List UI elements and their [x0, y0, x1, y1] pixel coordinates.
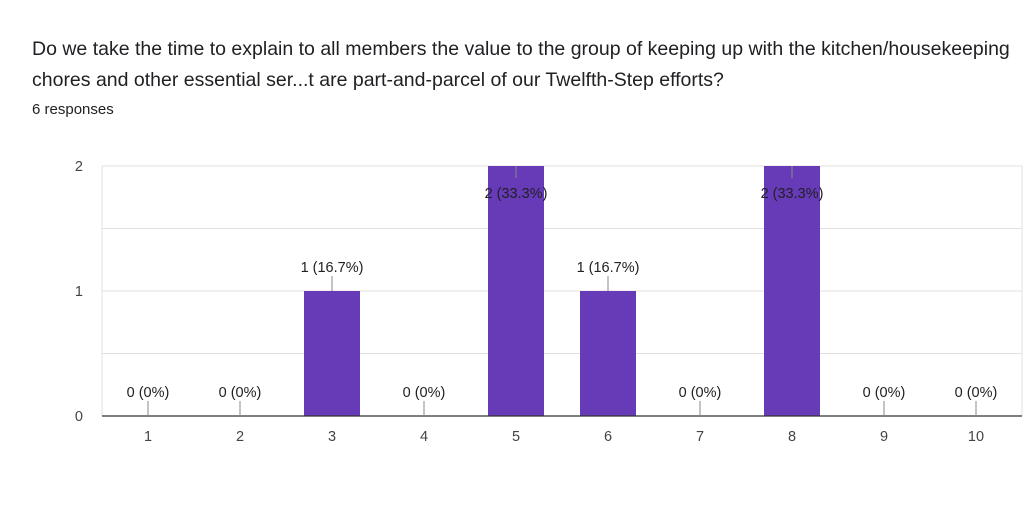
x-tick-label: 8: [788, 429, 796, 445]
x-tick-label: 1: [144, 429, 152, 445]
x-tick-label: 2: [236, 429, 244, 445]
bar: [580, 291, 636, 416]
data-label: 2 (33.3%): [485, 186, 548, 202]
x-tick-label: 4: [420, 429, 428, 445]
bars: [304, 166, 820, 416]
bar: [764, 166, 820, 416]
data-label: 0 (0%): [863, 385, 906, 401]
y-tick-label: 2: [75, 159, 83, 175]
data-label: 1 (16.7%): [301, 260, 364, 276]
data-label: 0 (0%): [679, 385, 722, 401]
axes: 0 1 2 1 2 3 4 5 6 7 8 9 10: [75, 159, 1022, 445]
x-tick-label: 9: [880, 429, 888, 445]
y-tick-label: 0: [75, 409, 83, 425]
data-label: 1 (16.7%): [577, 260, 640, 276]
question-title: Do we take the time to explain to all me…: [32, 38, 1010, 91]
bar: [488, 166, 544, 416]
y-tick-label: 1: [75, 284, 83, 300]
x-tick-label: 6: [604, 429, 612, 445]
data-label: 0 (0%): [219, 385, 262, 401]
data-label: 0 (0%): [403, 385, 446, 401]
grid-lines: [101, 165, 1023, 416]
x-tick-label: 5: [512, 429, 520, 445]
x-tick-label: 7: [696, 429, 704, 445]
bar: [304, 291, 360, 416]
data-label: 2 (33.3%): [761, 186, 824, 202]
data-label: 0 (0%): [127, 385, 170, 401]
response-count: 6 responses: [32, 101, 114, 118]
data-labels: 0 (0%) 0 (0%) 1 (16.7%) 0 (0%) 2 (33.3%) 1 (1…: [127, 166, 998, 416]
x-tick-label: 3: [328, 429, 336, 445]
data-label: 0 (0%): [955, 385, 998, 401]
x-tick-label: 10: [968, 429, 984, 445]
